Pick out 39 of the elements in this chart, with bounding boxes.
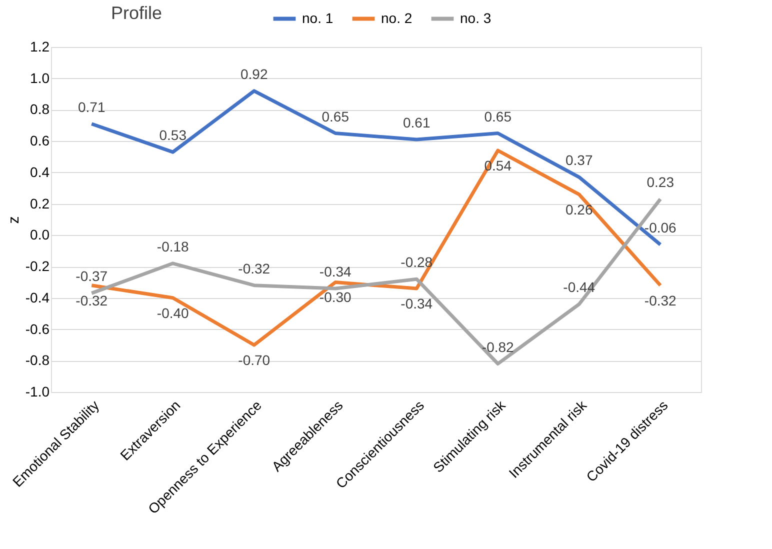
data-label: 0.92 (240, 66, 268, 82)
data-label: -0.70 (238, 352, 270, 368)
y-tick-label: -0.8 (25, 352, 50, 368)
data-label: -0.34 (400, 296, 433, 312)
y-axis-title: z (5, 216, 22, 224)
data-label: -0.40 (156, 304, 190, 321)
data-label: -0.32 (76, 292, 108, 308)
legend-label: no. 3 (460, 10, 492, 26)
legend-label: no. 1 (302, 10, 334, 26)
data-label: -0.30 (319, 289, 352, 306)
data-label: -0.06 (644, 220, 677, 236)
data-label: -0.32 (238, 260, 270, 276)
y-tick-label: 0.2 (30, 195, 50, 212)
data-label: -0.18 (156, 238, 190, 254)
y-tick-label: -0.4 (25, 289, 50, 306)
y-tick-label: 1.0 (30, 70, 50, 86)
y-tick-label: 0.8 (30, 101, 50, 118)
y-tick-label: -0.2 (25, 258, 50, 274)
legend-label: no. 2 (381, 10, 412, 26)
data-label: -0.37 (76, 268, 108, 284)
data-label: -0.34 (319, 264, 352, 280)
y-tick-label: -1.0 (25, 384, 50, 400)
y-tick-label: 0.6 (30, 132, 50, 149)
data-label: 0.65 (322, 108, 350, 124)
data-label: 0.61 (403, 114, 430, 131)
y-tick-label: 0.0 (30, 226, 50, 243)
data-label: -0.32 (644, 292, 677, 308)
data-label: -0.44 (563, 279, 596, 296)
chart-title: Profile (111, 3, 162, 23)
data-label: 0.65 (484, 108, 512, 124)
y-tick-label: 1.2 (30, 38, 50, 54)
data-label: 0.26 (566, 201, 593, 218)
y-tick-label: -0.6 (25, 320, 50, 337)
data-label: 0.71 (78, 98, 106, 115)
data-label: 0.53 (159, 127, 187, 144)
data-label: 0.23 (646, 174, 674, 190)
y-tick-label: 0.4 (30, 164, 50, 180)
data-label: 0.37 (566, 152, 593, 168)
data-label: -0.82 (482, 338, 514, 355)
